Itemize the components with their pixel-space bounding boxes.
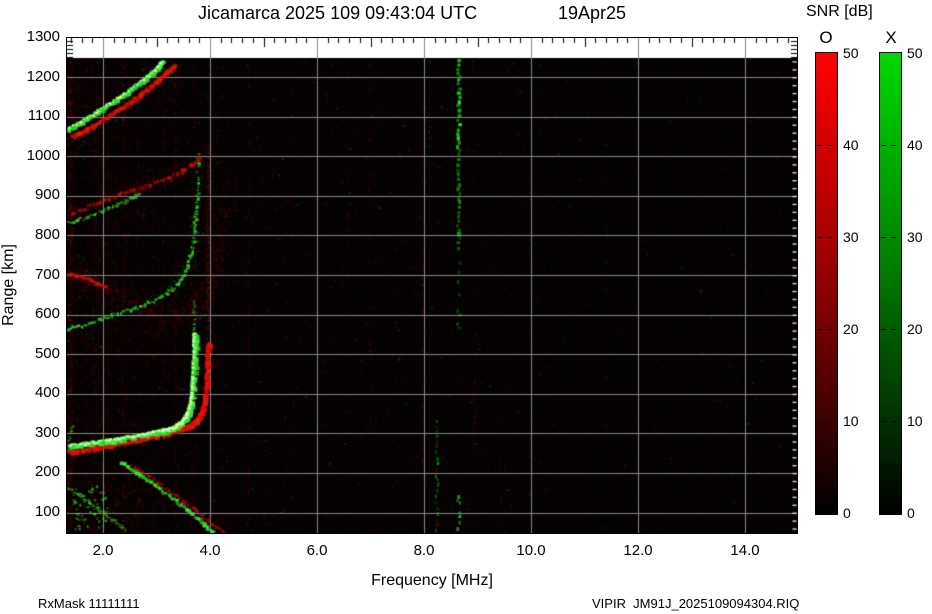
colorbar-x-tick-label: 10 — [907, 413, 923, 429]
colorbar-o-tick-label: 10 — [843, 413, 859, 429]
y-tick-label: 1200 — [26, 67, 60, 85]
colorbar-x-tick-label: 0 — [907, 505, 915, 521]
colorbar-x-tick-label: 40 — [907, 137, 923, 153]
ionogram-canvas — [67, 38, 797, 533]
y-tick-label: 100 — [34, 503, 60, 520]
y-tick-label: 1000 — [26, 146, 60, 164]
colorbar-tick-mark — [817, 328, 822, 330]
colorbar-x-tick-label: 30 — [907, 229, 923, 245]
plot-area — [66, 37, 798, 534]
colorbar-tick-mark — [881, 328, 886, 330]
colorbar-x-tick-label: 20 — [907, 321, 923, 337]
y-tick-label: 600 — [34, 305, 60, 323]
colorbar-o-tick-label: 40 — [843, 137, 859, 153]
colorbar-o-mode-label: O — [819, 28, 833, 47]
y-tick-label: 300 — [34, 423, 60, 441]
y-tick-label: 200 — [34, 463, 60, 481]
x-tick-label: 14.0 — [730, 542, 760, 559]
colorbar-o-tick-label: 20 — [843, 321, 859, 337]
y-tick-label: 1100 — [27, 107, 60, 125]
colorbar-o-tick-label: 50 — [843, 45, 859, 61]
page-title: Jicamarca 2025 109 09:43:04 UTC — [198, 3, 478, 23]
colorbar-tick-mark — [891, 144, 896, 146]
footer-filename: VIPIR JM91J_2025109094304.RIQ — [592, 596, 800, 611]
y-tick-label: 700 — [34, 265, 60, 283]
colorbar-x-tick-label: 50 — [907, 45, 923, 61]
colorbar-tick-mark — [827, 328, 832, 330]
x-tick-label: 10.0 — [516, 542, 546, 559]
colorbar-o-tick-label: 0 — [843, 505, 851, 521]
colorbar-tick-mark — [891, 328, 896, 330]
colorbar-x-mode-label: X — [885, 28, 897, 47]
x-tick-label: 2.0 — [92, 542, 114, 559]
x-tick-label: 8.0 — [413, 542, 435, 559]
y-tick-label: 800 — [34, 225, 60, 243]
x-tick-label: 4.0 — [199, 542, 221, 559]
colorbar-tick-mark — [881, 420, 886, 422]
colorbar-tick-mark — [891, 420, 896, 422]
colorbar-tick-mark — [881, 236, 886, 238]
footer-rxmask: RxMask 11111111 — [38, 596, 140, 611]
colorbar-tick-mark — [817, 236, 822, 238]
colorbar-tick-mark — [881, 144, 886, 146]
colorbar-tick-mark — [827, 420, 832, 422]
colorbar-tick-mark — [827, 144, 832, 146]
x-tick-label: 12.0 — [623, 542, 653, 559]
colorbar-tick-mark — [817, 144, 822, 146]
colorbar-o-tick-label: 30 — [843, 229, 859, 245]
colorbar-x-gradient — [879, 52, 902, 515]
y-tick-label: 400 — [34, 384, 60, 402]
colorbar-o-gradient — [815, 52, 838, 515]
colorbar-tick-mark — [827, 236, 832, 238]
y-axis-title: Range [km] — [0, 244, 17, 326]
page-title-date: 19Apr25 — [558, 3, 627, 23]
colorbar-tick-mark — [817, 420, 822, 422]
colorbar-title: SNR [dB] — [806, 3, 873, 20]
x-tick-label: 6.0 — [306, 542, 328, 559]
y-tick-label: 1300 — [26, 28, 60, 45]
x-axis-title: Frequency [MHz] — [371, 572, 493, 589]
y-tick-label: 900 — [34, 186, 60, 204]
colorbar-tick-mark — [891, 236, 896, 238]
y-tick-label: 500 — [34, 344, 60, 362]
